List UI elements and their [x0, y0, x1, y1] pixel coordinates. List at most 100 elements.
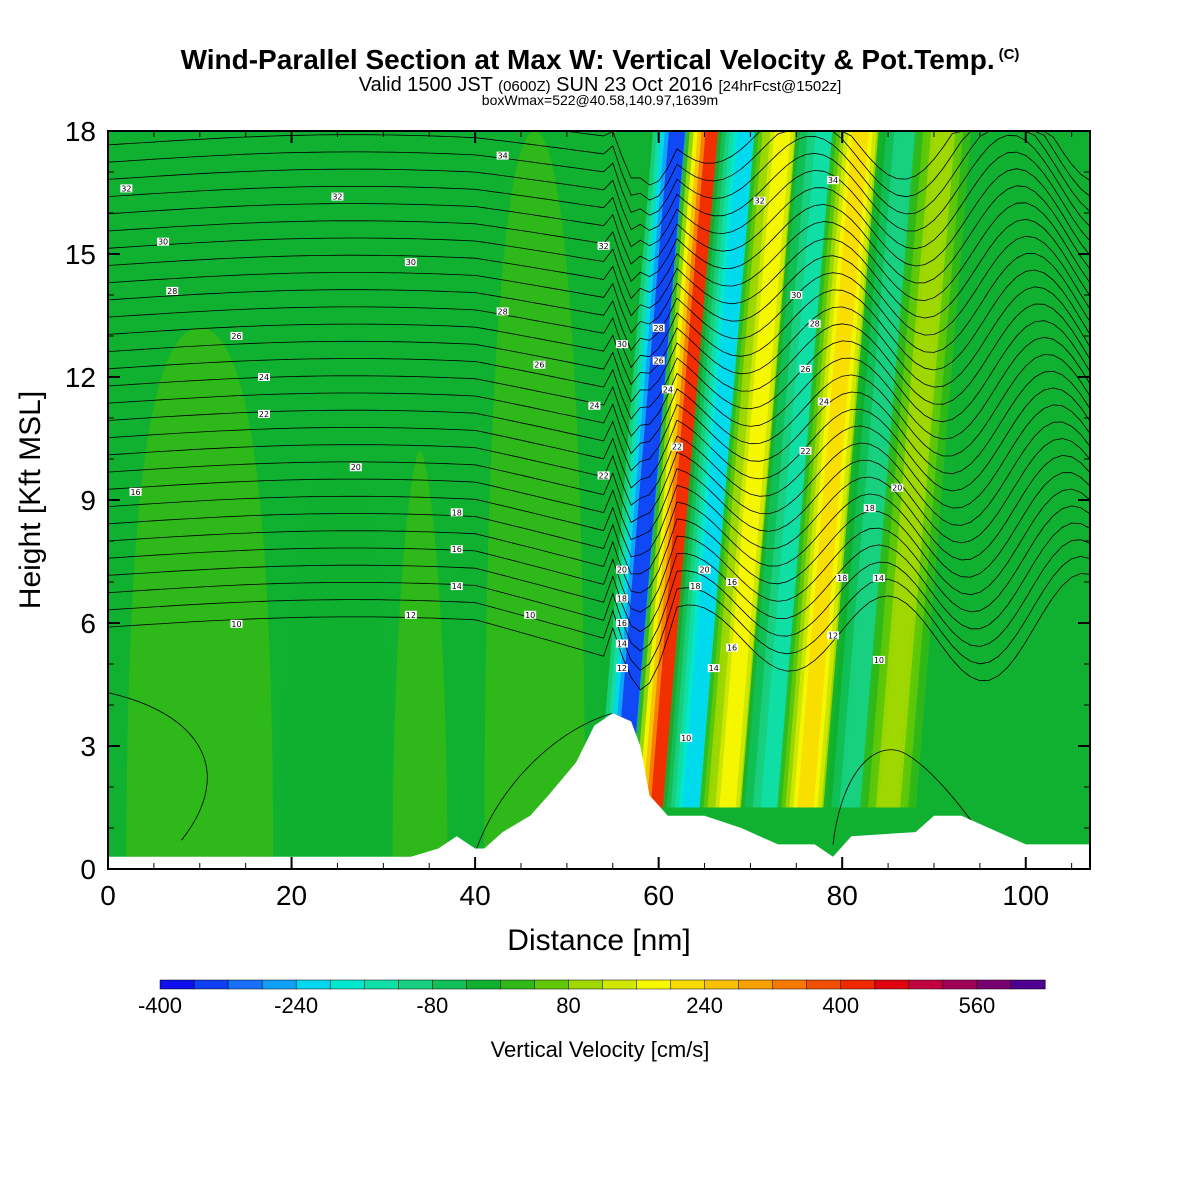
contour-label-bg-29 [652, 356, 665, 365]
colorbar-swatch-17 [738, 979, 774, 990]
contour-label-bg-32 [698, 565, 711, 574]
contour-label-45: 20 [892, 484, 902, 493]
theta-contour-16 [108, 303, 1090, 405]
x-tick-label-40: 40 [460, 880, 491, 911]
contour-label-bg-39 [790, 291, 803, 299]
contour-label-39: 30 [791, 291, 801, 300]
colorbar-swatch-18 [772, 979, 808, 990]
contour-label-35: 14 [709, 664, 719, 673]
contour-label-11: 28 [167, 287, 177, 296]
broad-band-0 [126, 327, 274, 869]
contour-label-46: 18 [865, 504, 875, 513]
colorbar-swatch-24 [976, 979, 1012, 990]
theta-contour-13 [108, 354, 1090, 457]
colorbar-swatch-22 [908, 979, 944, 990]
theta-contour-8 [108, 438, 1090, 544]
contour-label-bg-5 [450, 508, 463, 517]
theta-contour-18 [108, 269, 1090, 371]
contour-label-bg-38 [753, 196, 766, 205]
contour-label-41: 26 [800, 365, 810, 374]
contour-label-38: 32 [755, 197, 765, 206]
terrain [108, 713, 1090, 869]
contour-label-bg-24 [615, 594, 628, 603]
contour-label-32: 20 [699, 566, 709, 575]
colorbar-swatch-12 [568, 979, 604, 990]
contour-label-27: 12 [617, 664, 627, 673]
theta-contour-17 [108, 286, 1090, 388]
contour-label-16: 28 [498, 307, 508, 316]
colorbar-label--240: -240 [274, 993, 318, 1018]
contour-label-40: 28 [810, 320, 820, 329]
contour-label-47: 18 [837, 574, 847, 583]
colorbar-swatch-0 [159, 979, 195, 990]
contour-label-bg-30 [661, 385, 674, 394]
colorbar-label-400: 400 [822, 993, 859, 1018]
contour-label-bg-1 [404, 610, 417, 619]
y-axis-title: Height [Kft MSL] [14, 391, 47, 609]
x-tick-label-60: 60 [643, 880, 674, 911]
y-tick-label-0: 0 [80, 854, 96, 885]
contour-label-bg-36 [726, 643, 739, 652]
contour-label-12: 30 [158, 238, 168, 247]
theta-contour-12 [108, 370, 1090, 475]
valid-date: SUN 23 Oct 2016 [556, 74, 713, 96]
contour-label-15: 30 [406, 258, 416, 267]
contour-label-bg-9 [258, 373, 271, 381]
theta-contour-low [108, 692, 208, 841]
contour-label-bg-15 [404, 258, 417, 267]
contour-label-9: 24 [259, 373, 269, 382]
contour-label-bg-48 [872, 573, 885, 582]
contour-label-10: 26 [231, 332, 241, 341]
copyright-mark: (C) [998, 45, 1020, 63]
contour-label-bg-10 [230, 332, 243, 340]
y-tick-label-15: 15 [65, 239, 96, 270]
contour-label-37: 10 [681, 734, 691, 743]
y-tick-label-9: 9 [80, 485, 96, 516]
contour-label-31: 22 [672, 443, 682, 452]
w-band-5-1 [797, 131, 869, 808]
colorbar-swatch-10 [500, 979, 535, 990]
contour-label-bg-18 [496, 151, 509, 160]
contour-label-bg-4 [450, 545, 463, 554]
contour-label-7: 20 [351, 463, 361, 472]
contour-label-bg-17 [533, 360, 546, 369]
x-tick-label-0: 0 [100, 880, 116, 911]
contour-label-bg-31 [671, 442, 684, 451]
theta-contour-27 [108, 131, 1090, 216]
contour-label-24: 18 [617, 594, 627, 603]
colorbar: -400 -240 -80 80 240 400 560 [138, 979, 1046, 1018]
theta-contour-15 [108, 320, 1090, 423]
colorbar-swatch-1 [193, 979, 229, 990]
contour-label-bg-7 [349, 463, 362, 472]
colorbar-label-80: 80 [556, 993, 580, 1018]
contour-labels: 10 12 10 14 16 18 16 20 22 24 26 28 30 32 32 30 28 26 34 32… [120, 151, 904, 743]
contour-label-bg-47 [836, 573, 849, 582]
contour-label-bg-50 [872, 655, 885, 664]
x-axis: 0 20 40 60 80 100 [100, 131, 1073, 911]
contour-label-1: 12 [406, 611, 416, 620]
colorbar-swatch-19 [806, 979, 842, 990]
x-axis-title: Distance [nm] [507, 924, 690, 957]
contour-label-44: 34 [828, 176, 838, 185]
x-tick-label-80: 80 [827, 880, 858, 911]
w-band-1-1 [650, 131, 722, 808]
contour-label-bg-8 [258, 409, 271, 418]
contour-label-bg-42 [817, 397, 830, 406]
broad-band-2 [392, 450, 448, 869]
y-tick-label-3: 3 [80, 731, 96, 762]
contour-label-bg-21 [588, 401, 601, 410]
contour-label-bg-22 [597, 471, 610, 480]
contour-label-bg-35 [707, 664, 720, 673]
colorbar-label-560: 560 [959, 993, 996, 1018]
y-tick-label-18: 18 [65, 116, 96, 147]
theta-contour-6 [108, 472, 1090, 578]
theta-contour-9 [108, 421, 1090, 526]
contour-label-36: 16 [727, 644, 737, 653]
w-band-7-1 [879, 131, 952, 808]
contour-label-23: 20 [617, 566, 627, 575]
theta-contour-11 [108, 387, 1090, 492]
contour-label-bg-46 [863, 504, 876, 513]
contour-label-34: 16 [727, 578, 737, 587]
contour-label-4: 16 [452, 545, 462, 554]
theta-contour-20 [108, 235, 1090, 336]
